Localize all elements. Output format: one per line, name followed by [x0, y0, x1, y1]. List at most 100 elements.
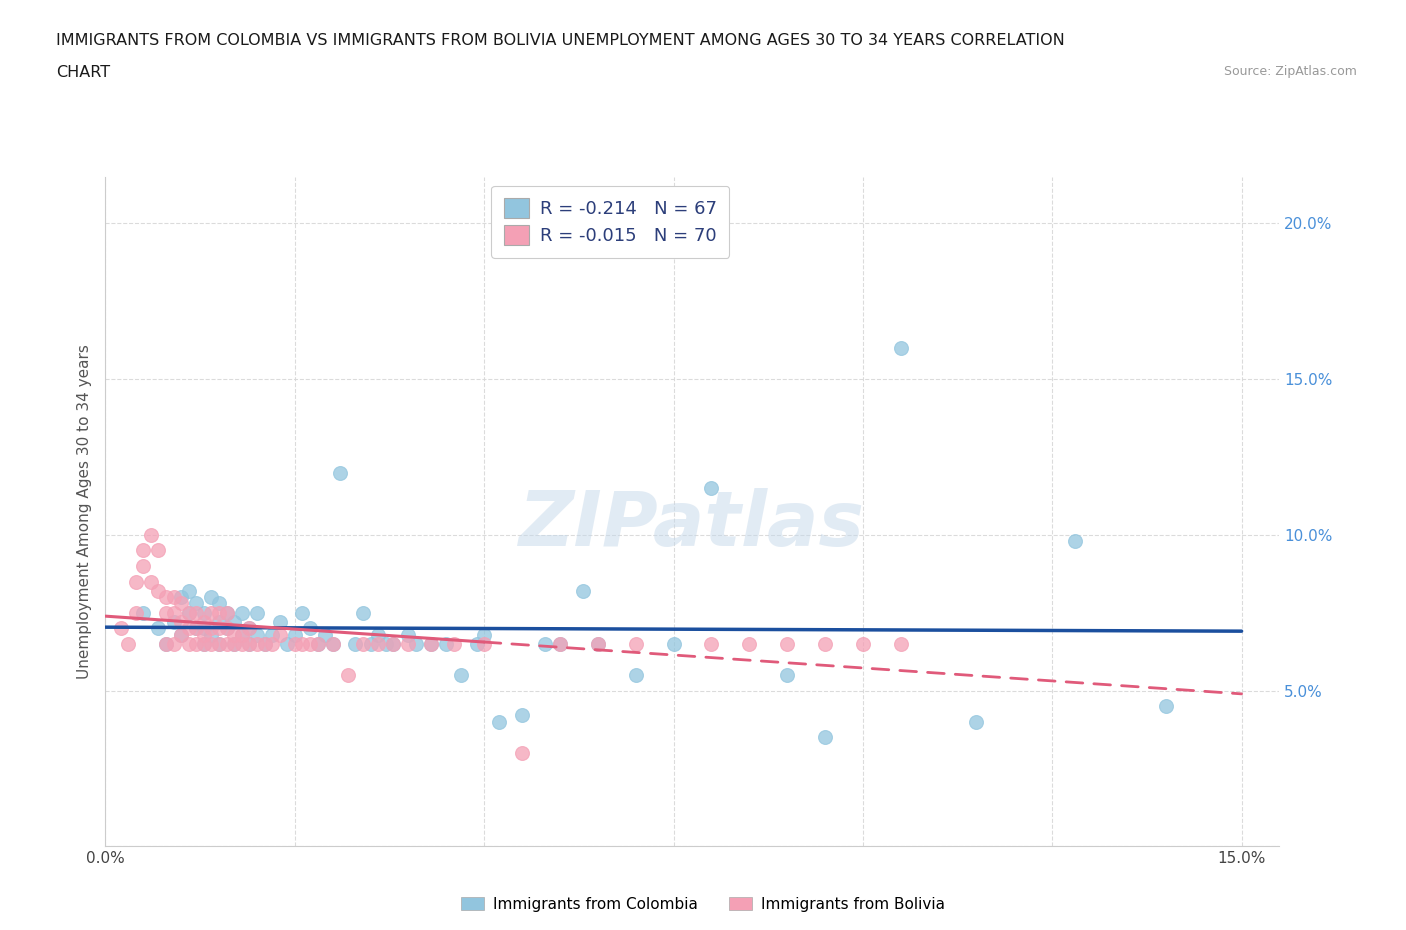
Point: [208, 615, 231, 630]
Point: [852, 636, 875, 651]
Point: [246, 627, 269, 642]
Point: [367, 636, 389, 651]
Point: [1154, 698, 1177, 713]
Point: [238, 621, 260, 636]
Point: [276, 636, 298, 651]
Point: [966, 714, 988, 729]
Point: [586, 636, 609, 651]
Point: [139, 574, 162, 589]
Point: [215, 605, 238, 620]
Point: [336, 668, 359, 683]
Point: [776, 668, 799, 683]
Point: [186, 621, 208, 636]
Point: [125, 605, 148, 620]
Point: [814, 636, 837, 651]
Point: [284, 627, 307, 642]
Point: [360, 636, 382, 651]
Y-axis label: Unemployment Among Ages 30 to 34 years: Unemployment Among Ages 30 to 34 years: [77, 344, 93, 679]
Point: [139, 527, 162, 542]
Text: IMMIGRANTS FROM COLOMBIA VS IMMIGRANTS FROM BOLIVIA UNEMPLOYMENT AMONG AGES 30 T: IMMIGRANTS FROM COLOMBIA VS IMMIGRANTS F…: [56, 33, 1064, 47]
Point: [420, 636, 443, 651]
Point: [269, 615, 291, 630]
Point: [215, 636, 238, 651]
Point: [253, 636, 276, 651]
Point: [215, 621, 238, 636]
Point: [170, 590, 193, 604]
Point: [298, 621, 321, 636]
Point: [246, 605, 269, 620]
Point: [298, 636, 321, 651]
Point: [148, 621, 170, 636]
Point: [396, 636, 419, 651]
Point: [548, 636, 571, 651]
Point: [132, 543, 155, 558]
Point: [253, 636, 276, 651]
Point: [352, 636, 374, 651]
Point: [374, 636, 396, 651]
Point: [162, 590, 184, 604]
Point: [443, 636, 465, 651]
Point: [155, 636, 177, 651]
Point: [488, 714, 510, 729]
Point: [405, 636, 427, 651]
Point: [132, 605, 155, 620]
Point: [186, 605, 208, 620]
Point: [186, 621, 208, 636]
Point: [200, 636, 222, 651]
Text: Source: ZipAtlas.com: Source: ZipAtlas.com: [1223, 65, 1357, 78]
Point: [231, 627, 253, 642]
Point: [193, 627, 215, 642]
Point: [890, 340, 912, 355]
Point: [472, 627, 495, 642]
Point: [193, 615, 215, 630]
Point: [322, 636, 344, 651]
Point: [382, 636, 405, 651]
Point: [662, 636, 685, 651]
Text: ZIPatlas: ZIPatlas: [519, 488, 866, 562]
Point: [215, 605, 238, 620]
Point: [510, 708, 533, 723]
Point: [148, 583, 170, 598]
Legend: R = -0.214   N = 67, R = -0.015   N = 70: R = -0.214 N = 67, R = -0.015 N = 70: [491, 186, 730, 258]
Point: [125, 574, 148, 589]
Point: [291, 636, 314, 651]
Point: [284, 636, 307, 651]
Point: [177, 621, 200, 636]
Point: [177, 605, 200, 620]
Point: [224, 627, 246, 642]
Point: [262, 636, 284, 651]
Point: [110, 621, 132, 636]
Point: [307, 636, 329, 651]
Point: [117, 636, 139, 651]
Point: [200, 627, 222, 642]
Point: [162, 605, 184, 620]
Point: [382, 636, 405, 651]
Point: [624, 668, 647, 683]
Point: [200, 590, 222, 604]
Point: [231, 636, 253, 651]
Point: [420, 636, 443, 651]
Point: [208, 636, 231, 651]
Point: [170, 627, 193, 642]
Point: [776, 636, 799, 651]
Point: [200, 621, 222, 636]
Legend: Immigrants from Colombia, Immigrants from Bolivia: Immigrants from Colombia, Immigrants fro…: [456, 890, 950, 918]
Point: [314, 627, 336, 642]
Point: [155, 636, 177, 651]
Point: [624, 636, 647, 651]
Point: [177, 605, 200, 620]
Point: [238, 636, 260, 651]
Point: [814, 730, 837, 745]
Point: [224, 615, 246, 630]
Point: [148, 543, 170, 558]
Point: [329, 465, 352, 480]
Point: [224, 636, 246, 651]
Point: [307, 636, 329, 651]
Point: [231, 627, 253, 642]
Point: [344, 636, 367, 651]
Point: [193, 605, 215, 620]
Point: [450, 668, 472, 683]
Point: [700, 636, 723, 651]
Point: [548, 636, 571, 651]
Point: [571, 583, 593, 598]
